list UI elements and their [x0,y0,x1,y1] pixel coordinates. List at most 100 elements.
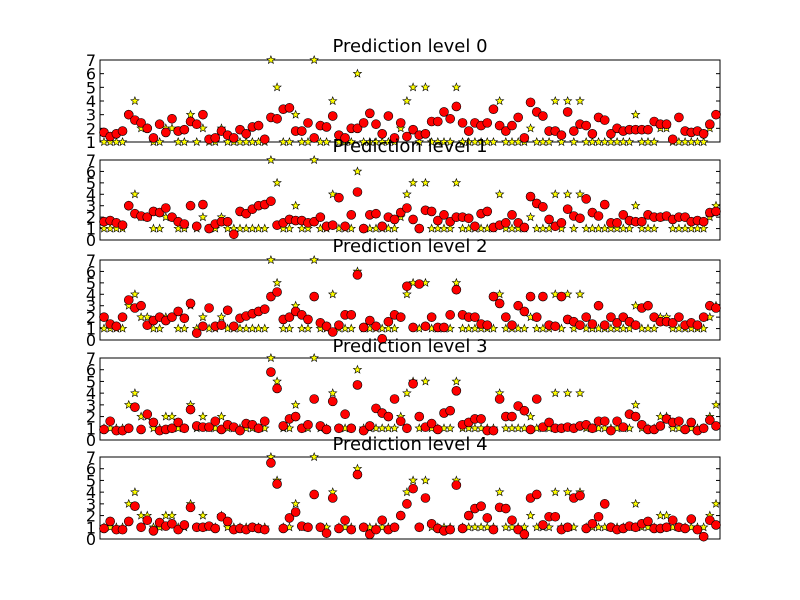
truth-point [408,177,418,187]
prediction-point [587,129,598,139]
panel-1-axes-frame [99,159,721,241]
truth-point [445,223,455,233]
panel-3-ytick-label: 6 [86,361,96,380]
panel-1-ytick-label: 0 [86,231,96,250]
prediction-point [111,321,122,332]
panel-0-ytick-label: 7 [86,51,96,70]
prediction-point [507,210,517,220]
prediction-point [674,416,684,427]
truth-point [327,289,338,299]
prediction-point [358,223,369,234]
prediction-point [457,118,468,128]
prediction-point [402,131,412,142]
truth-point [352,68,363,78]
prediction-point [117,524,128,535]
truth-point [266,352,276,363]
panel-2-ytick-label: 2 [86,308,96,327]
prediction-point [210,416,221,427]
prediction-point [340,221,350,232]
truth-point [327,189,338,199]
truth-point [272,82,282,92]
prediction-point [507,320,517,330]
prediction-point [531,312,542,322]
prediction-point [525,291,536,302]
prediction-point [692,320,703,330]
truth-point [154,223,165,233]
truth-point [420,376,431,386]
prediction-point [198,321,208,332]
prediction-point [383,316,394,327]
prediction-point [99,424,109,435]
prediction-point [266,196,276,206]
truth-point [123,399,134,409]
prediction-point [538,111,548,121]
truth-point [624,223,635,233]
prediction-point [259,304,270,314]
prediction-point [383,111,394,121]
panel-4-ytick-label: 4 [86,483,96,502]
prediction-point [167,113,177,124]
truth-point [327,95,338,106]
panel-0-ytick-label: 6 [86,65,96,84]
panel-4-ytick-label: 6 [86,460,96,479]
prediction-point [476,414,486,424]
truth-point [408,475,418,485]
prediction-point [321,321,332,332]
prediction-point [99,523,109,534]
prediction-point [303,419,313,430]
prediction-point [599,499,610,509]
prediction-point [191,328,202,338]
prediction-point [117,126,128,136]
prediction-point [587,518,598,529]
prediction-point [674,112,684,123]
prediction-point [612,218,622,228]
prediction-point [556,291,567,302]
prediction-point [130,501,140,512]
prediction-point [377,334,387,344]
panel-4-ytick-label: 2 [86,507,96,526]
panel-1-ytick-label: 1 [86,220,96,239]
prediction-point [408,322,418,333]
prediction-point [538,291,548,302]
truth-point [290,109,301,119]
prediction-point [538,202,548,212]
prediction-point [488,291,499,302]
truth-point [167,510,177,520]
prediction-point [408,124,418,135]
prediction-point [309,133,319,143]
prediction-point [142,123,153,134]
prediction-point [204,422,214,432]
prediction-point [705,119,715,130]
truth-point [167,411,177,421]
prediction-point [303,522,313,533]
prediction-point [550,321,561,332]
truth-point [284,136,295,147]
prediction-point [674,312,684,322]
prediction-point [389,214,400,225]
prediction-point [365,421,375,431]
panel-3-ytick-label: 4 [86,384,96,403]
prediction-point [599,416,610,427]
prediction-point [365,108,375,119]
panel-0-ytick-label: 5 [86,78,96,97]
prediction-point [327,220,338,230]
prediction-point [161,127,171,138]
truth-point [445,423,455,433]
prediction-point [587,423,598,434]
prediction-point [185,298,196,309]
prediction-point [507,120,517,131]
truth-point [130,289,140,299]
prediction-point [705,415,715,425]
panel-0-ytick-label: 1 [86,133,96,152]
truth-point [525,411,536,421]
prediction-point [414,411,425,422]
prediction-point [142,212,153,222]
panel-0-ytick-label: 3 [86,106,96,125]
panel-3-ytick-label: 5 [86,372,96,391]
prediction-point [123,516,134,527]
panel-1-ytick-label: 2 [86,208,96,227]
panel-title-0: Prediction level 0 [332,36,487,57]
truth-point [649,323,659,333]
prediction-point [519,306,530,317]
prediction-point [711,109,721,120]
